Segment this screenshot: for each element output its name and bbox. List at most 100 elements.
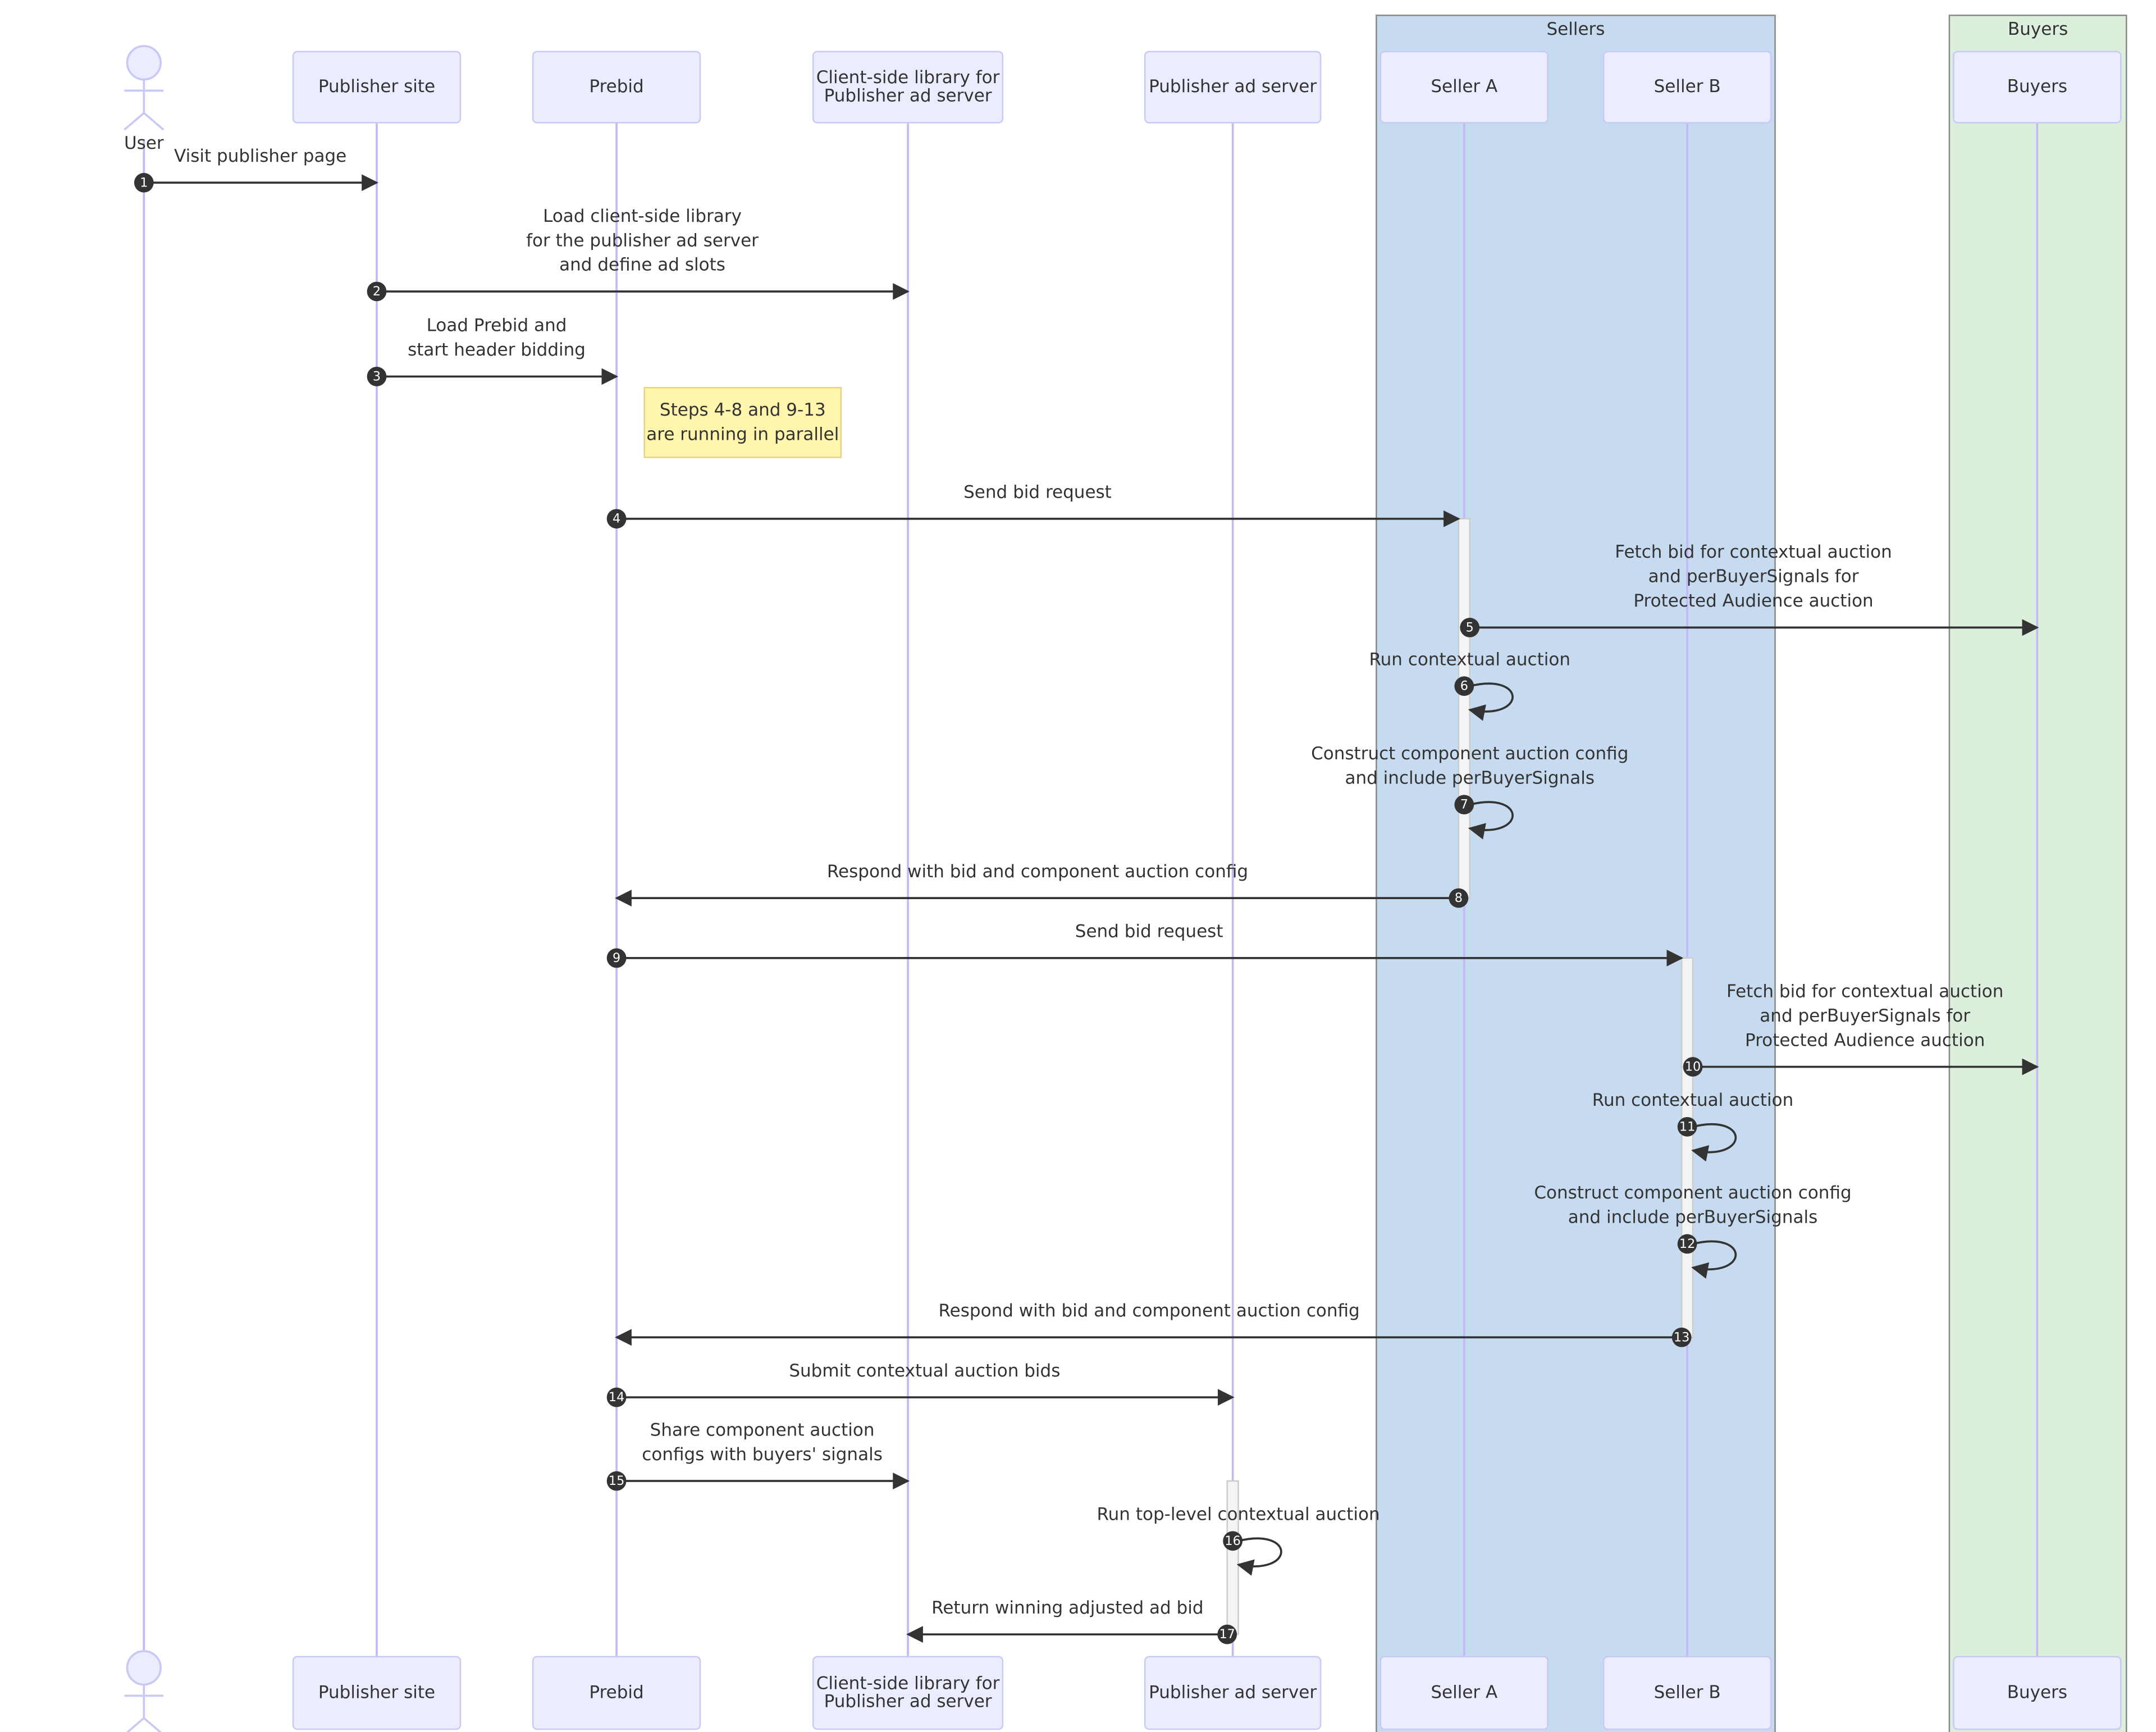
sequence-number-badge <box>367 367 387 386</box>
sequence-number: 2 <box>373 284 381 299</box>
participant-pub-top: Publisher site <box>292 51 462 124</box>
message-label: start header bidding <box>408 340 586 360</box>
message-label: Run top-level contextual auction <box>1097 1505 1380 1525</box>
self-arrow <box>1236 1537 1282 1576</box>
message-label: Run contextual auction <box>1369 649 1570 669</box>
sequence-number-badge <box>606 1471 627 1491</box>
sequence-number: 11 <box>1679 1119 1695 1134</box>
message-label: Run contextual auction <box>1592 1090 1794 1110</box>
participant-label: Publisher ad server <box>824 1692 992 1712</box>
participant-label: Seller B <box>1654 1682 1721 1702</box>
participant-label: Prebid <box>589 76 643 97</box>
message-4: Send bid request 4 <box>606 482 1460 529</box>
message-14: Submit contextual auction bids 14 <box>606 1361 1235 1407</box>
sequence-number-badge <box>1454 795 1474 815</box>
sequence-number: 17 <box>1219 1627 1235 1642</box>
participant-label: Buyers <box>2007 76 2067 97</box>
participant-sellerB-top: Seller B <box>1602 51 1772 124</box>
self-arrow <box>1468 682 1514 721</box>
participant-box <box>1602 1656 1772 1730</box>
message-label: Respond with bid and component auction c… <box>939 1301 1360 1321</box>
sequence-number-badge <box>606 509 627 529</box>
participant-label: Seller B <box>1654 76 1721 97</box>
sequence-number: 5 <box>1466 620 1474 635</box>
message-1: Visit publisher page 1 <box>134 146 378 193</box>
participant-prebid-top: Prebid <box>532 51 701 124</box>
sequence-number-badge <box>1460 618 1480 637</box>
sequence-number-badge <box>1677 1234 1697 1254</box>
participant-box <box>1953 51 2122 124</box>
participant-label: Seller A <box>1431 1682 1497 1702</box>
participant-box <box>1953 1656 2122 1730</box>
message-label: Submit contextual auction bids <box>789 1361 1060 1381</box>
user-body-icon <box>124 1684 164 1732</box>
message-11: Run contextual auction 11 <box>1592 1090 1794 1162</box>
message-10: Fetch bid for contextual auction and perB… <box>1683 981 2039 1077</box>
message-16: Run top-level contextual auction 16 <box>1097 1505 1380 1576</box>
participant-label: Publisher ad server <box>1149 76 1317 97</box>
sequence-number-badge <box>1671 1327 1692 1347</box>
participant-user-bottom: User <box>124 1650 164 1732</box>
message-2: Load client-side library for the publishe… <box>367 206 910 302</box>
participant-box <box>292 51 462 124</box>
participant-label: Publisher site <box>318 76 435 97</box>
sequence-number: 9 <box>613 951 620 965</box>
note-text: Steps 4-8 and 9-13 <box>660 400 826 420</box>
message-label: Return winning adjusted ad bid <box>931 1598 1203 1618</box>
message-label: for the publisher ad server <box>526 230 759 250</box>
participant-buyers-top: Buyers <box>1953 51 2122 124</box>
user-body-icon <box>124 79 165 131</box>
message-label: Send bid request <box>963 482 1112 502</box>
user-head-icon <box>126 45 162 81</box>
participant-box <box>812 51 1004 124</box>
message-label: Construct component auction config <box>1534 1183 1851 1203</box>
activation-bar-sellerB <box>1680 957 1694 1338</box>
participant-pub-bottom: Publisher site <box>292 1656 462 1730</box>
participant-box <box>1144 1656 1322 1730</box>
user-head-icon <box>126 1650 162 1686</box>
sequence-number: 12 <box>1679 1237 1695 1251</box>
participant-user-top: User <box>124 45 165 153</box>
participant-box <box>1602 51 1772 124</box>
participant-box <box>1380 51 1549 124</box>
participant-label: Publisher ad server <box>1149 1682 1317 1702</box>
message-9: Send bid request 9 <box>606 922 1684 968</box>
sequence-number-badge <box>1677 1116 1697 1137</box>
message-label: and include perBuyerSignals <box>1568 1207 1818 1228</box>
message-label: Share component auction <box>650 1420 875 1440</box>
sequence-number-badge <box>606 1387 627 1407</box>
participant-label: User <box>124 133 164 153</box>
participant-label: Client-side library for <box>816 67 1000 88</box>
self-arrow <box>1468 801 1514 840</box>
sequence-number-badge <box>1223 1531 1243 1551</box>
participant-prebid-bottom: Prebid <box>532 1656 701 1730</box>
sequence-number-badge <box>134 172 154 193</box>
group-label-buyers: Buyers <box>2008 19 2068 39</box>
participant-box <box>812 1656 1004 1730</box>
sequence-number: 15 <box>609 1474 624 1488</box>
message-label: Load Prebid and <box>427 316 567 336</box>
participant-box <box>1380 1656 1549 1730</box>
message-label: and define ad slots <box>559 255 725 275</box>
message-label: Construct component auction config <box>1311 744 1628 764</box>
participant-label: Prebid <box>589 1682 643 1702</box>
participant-buyers-bottom: Buyers <box>1953 1656 2122 1730</box>
message-3: Load Prebid and start header bidding 3 <box>367 316 619 386</box>
activation-bar-sellerA <box>1458 518 1470 899</box>
participant-label: Seller A <box>1431 76 1497 97</box>
message-12: Construct component auction config and in… <box>1534 1183 1852 1279</box>
sequence-number-badge <box>1683 1057 1703 1077</box>
participant-sellerB-bottom: Seller B <box>1602 1656 1772 1730</box>
participant-box <box>532 51 701 124</box>
message-5: Fetch bid for contextual auction and perB… <box>1460 542 2039 637</box>
sequence-number: 3 <box>373 369 381 384</box>
participant-label: Buyers <box>2007 1682 2067 1702</box>
sequence-number: 7 <box>1460 797 1468 812</box>
message-label: and include perBuyerSignals <box>1345 768 1595 788</box>
message-label: Protected Audience auction <box>1745 1030 1985 1050</box>
self-arrow <box>1691 1240 1737 1279</box>
note-box <box>643 387 842 458</box>
